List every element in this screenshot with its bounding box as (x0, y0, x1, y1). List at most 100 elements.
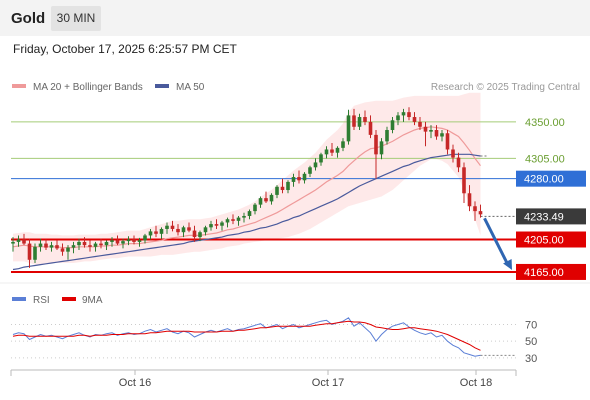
level-label-4350-00: 4350.00 (525, 117, 565, 129)
candle-body (55, 245, 59, 249)
candle-body (423, 126, 428, 132)
candle-body (313, 162, 318, 168)
candle-body (137, 240, 142, 242)
candle-body (82, 241, 87, 246)
candle-body (11, 241, 15, 244)
candle-body (77, 241, 81, 246)
candle-body (44, 243, 48, 248)
candle-body (60, 248, 65, 252)
candle-body (71, 245, 76, 248)
rsi-ma-line (12, 320, 481, 351)
candle-body (88, 245, 92, 247)
candle-body (165, 225, 169, 229)
x-axis-ticks: Oct 16 Oct 17 Oct 18 (10, 370, 517, 389)
candle-body (181, 227, 186, 233)
level-label-4205-00: 4205.00 (524, 235, 564, 247)
rsi-ma-legend-label: 9MA (82, 295, 103, 306)
candle-body (308, 167, 312, 174)
candle-body (352, 115, 356, 127)
candle-body (99, 243, 103, 246)
candle-body (66, 247, 70, 252)
ma50-line (12, 153, 481, 271)
candle-body (269, 194, 274, 202)
candle-body (462, 167, 466, 194)
candle-body (346, 115, 351, 142)
candle-body (22, 239, 26, 244)
candle-body (203, 227, 208, 233)
instrument-title: Gold (11, 10, 46, 27)
current-price-box (516, 208, 586, 225)
forecast-arrow-head (503, 259, 512, 270)
candle-body (275, 186, 279, 195)
candle-body (121, 241, 125, 244)
rsi-tick-50: 50 (525, 336, 537, 348)
level-label-4305-00: 4305.00 (525, 153, 565, 165)
candle-body (363, 117, 367, 122)
candle-body (242, 215, 246, 218)
candle-body (132, 239, 136, 242)
candle-body (154, 231, 158, 234)
rsi-tick-70: 70 (525, 320, 537, 332)
candle-body (115, 240, 120, 244)
ma50-legend-label: MA 50 (176, 82, 205, 93)
header-bar: Gold 30 MIN (0, 0, 590, 36)
candle-body (33, 246, 37, 260)
current-price-label: 4233.49 (524, 211, 564, 223)
candle-body (379, 141, 384, 155)
candle-body (143, 235, 147, 241)
candlesticks (11, 107, 483, 268)
candle-body (324, 149, 329, 155)
candle-body (93, 243, 98, 247)
level-box-4165-00 (516, 263, 586, 280)
bollinger-legend-label: MA 20 + Bollinger Bands (33, 82, 143, 93)
level-label-4165-00: 4165.00 (524, 267, 564, 279)
forecast-arrow-shaft (483, 217, 509, 264)
candle-body (253, 204, 257, 212)
candle-body (297, 177, 301, 181)
candle-body (467, 193, 472, 207)
candle-body (429, 130, 433, 132)
candle-body (385, 130, 389, 142)
candle-body (231, 219, 235, 221)
candle-body (396, 115, 400, 121)
candle-body (473, 206, 477, 212)
candle-body (390, 120, 395, 131)
candle-body (192, 230, 197, 238)
level-label-4280-00: 4280.00 (524, 174, 564, 186)
candle-body (401, 112, 406, 116)
candle-body (225, 219, 230, 223)
level-box-4280-00 (516, 170, 586, 187)
candle-body (148, 231, 153, 236)
bollinger-legend-swatch (12, 84, 26, 88)
candle-body (187, 227, 191, 231)
candle-body (478, 211, 483, 215)
candle-body (291, 177, 296, 182)
ma50-legend-swatch (155, 84, 169, 88)
candle-body (214, 224, 219, 226)
bollinger-band (13, 92, 481, 265)
level-box-4205-00 (516, 231, 586, 248)
timeframe-button[interactable]: 30 MIN (51, 6, 101, 31)
candle-body (198, 232, 202, 238)
candle-body (412, 117, 417, 122)
rsi-ma-legend-swatch (62, 297, 76, 301)
candle-body (247, 211, 252, 216)
rsi-legend-swatch (12, 297, 26, 301)
candle-body (418, 121, 422, 127)
candle-body (341, 141, 345, 148)
candle-body (335, 147, 340, 153)
candle-body (236, 217, 241, 221)
candle-body (258, 198, 263, 205)
candle-body (27, 243, 32, 260)
rsi-legend-label: RSI (33, 295, 50, 306)
candle-body (209, 224, 213, 228)
candle-body (280, 186, 285, 191)
candle-body (445, 133, 450, 150)
support-resistance-levels (11, 121, 516, 273)
chart-datetime: Friday, October 17, 2025 6:25:57 PM CET (13, 42, 237, 56)
forecast-arrow (483, 217, 512, 270)
candle-body (374, 134, 378, 155)
candle-body (434, 130, 439, 137)
candle-body (357, 117, 362, 127)
